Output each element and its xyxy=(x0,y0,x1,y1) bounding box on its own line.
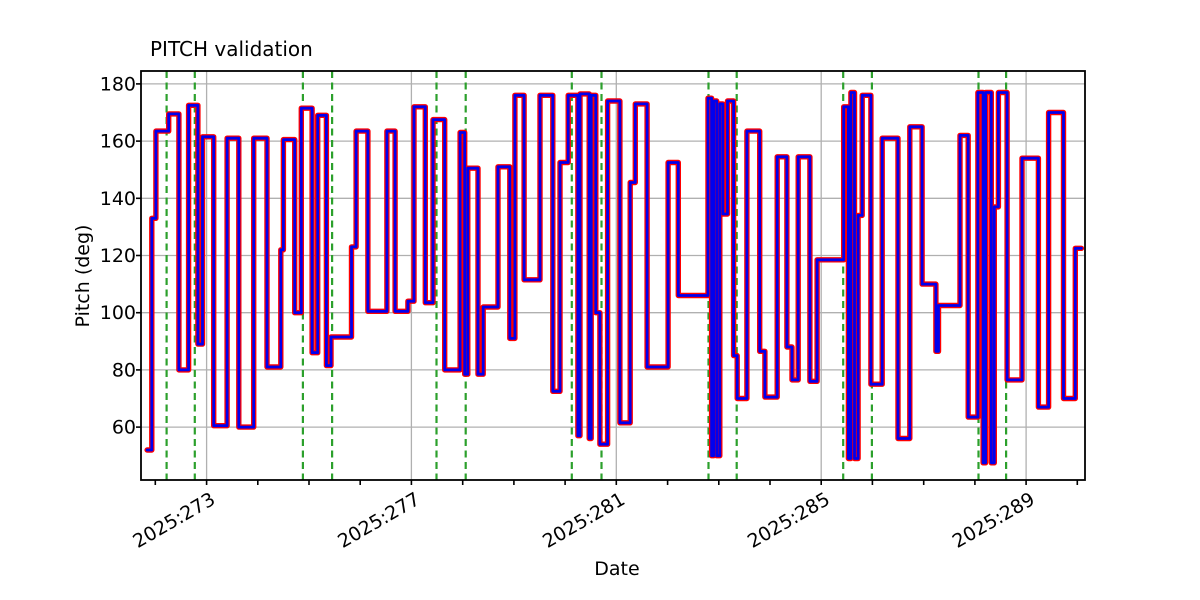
y-tick-label: 60 xyxy=(112,417,136,439)
y-tick-label: 120 xyxy=(100,245,136,267)
y-tick-label: 140 xyxy=(100,188,136,210)
x-tick-label: 2025:285 xyxy=(744,488,834,553)
x-tick-label: 2025:277 xyxy=(334,488,424,553)
y-tick-label: 160 xyxy=(100,131,136,153)
chart-title: PITCH validation xyxy=(150,37,313,61)
x-axis-label: Date xyxy=(594,558,639,580)
x-tick-label: 2025:289 xyxy=(949,488,1039,553)
reference-line-red xyxy=(144,89,1085,466)
axes-frame xyxy=(140,70,1086,481)
x-tick-label: 2025:281 xyxy=(539,488,629,553)
label-layer: PITCH validation Date Pitch (deg) xyxy=(72,37,640,580)
x-tick-label: 2025:273 xyxy=(129,488,219,553)
y-tick-label: 100 xyxy=(100,302,136,324)
measured-line-blue xyxy=(145,91,1083,465)
series-layer xyxy=(144,89,1085,466)
tick-layer xyxy=(136,83,1079,485)
y-tick-label: 80 xyxy=(112,359,136,381)
y-tick-label: 180 xyxy=(100,73,136,95)
y-axis-label: Pitch (deg) xyxy=(72,225,94,328)
